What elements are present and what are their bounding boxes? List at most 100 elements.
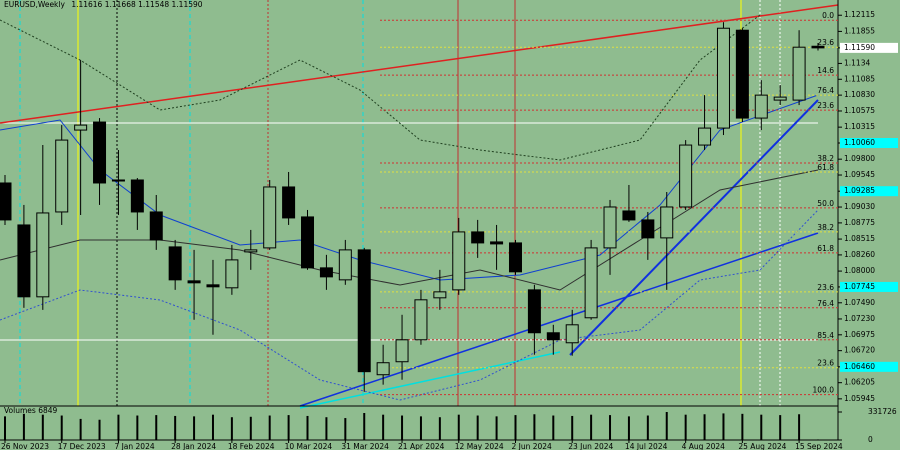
candle-body xyxy=(565,324,579,344)
candle-body xyxy=(584,247,598,319)
fib-label: 23.6 xyxy=(817,38,834,47)
fib-label: 14.6 xyxy=(817,66,834,75)
volume-label: Volumes xyxy=(4,406,36,415)
fib-label: 61.8 xyxy=(817,244,834,253)
x-tick-label: 21 Apr 2024 xyxy=(398,442,445,450)
candle-body xyxy=(735,29,749,119)
candle-body xyxy=(527,289,541,334)
candle-body xyxy=(490,241,504,245)
x-tick-label: 17 Dec 2023 xyxy=(58,442,106,450)
y-tick-label: 1.09030 xyxy=(844,202,875,211)
y-tick-label: 1.08260 xyxy=(844,250,875,259)
candle-body xyxy=(338,249,352,281)
trend-line xyxy=(299,232,819,407)
candle-body xyxy=(603,206,617,249)
x-tick-label: 23 Jun 2024 xyxy=(568,442,613,450)
candle-body xyxy=(187,280,201,284)
fib-label: 38.2 xyxy=(817,223,834,232)
trend-line xyxy=(299,351,561,409)
y-tick-label: 1.07745 xyxy=(844,282,875,291)
candle-body xyxy=(811,45,825,49)
candle-body xyxy=(773,96,787,101)
x-tick-label: 25 Aug 2024 xyxy=(738,442,786,450)
candle-body xyxy=(17,224,31,298)
y-tick-label: 1.11085 xyxy=(844,74,875,83)
candle-body xyxy=(754,94,768,119)
y-tick-label: 1.07230 xyxy=(844,314,875,323)
candle-body xyxy=(130,179,144,213)
y-tick-label: 1.06720 xyxy=(844,346,875,355)
candle-body xyxy=(206,284,220,288)
price-tag xyxy=(840,186,898,197)
x-tick-label: 28 Jan 2024 xyxy=(171,442,216,450)
y-tick-label: 1.09285 xyxy=(844,186,875,195)
x-tick-label: 26 Nov 2023 xyxy=(1,442,49,450)
chart-header: EURUSD,Weekly 1.11616 1.11668 1.11548 1.… xyxy=(4,0,203,9)
fib-label: 23.6 xyxy=(817,283,834,292)
volume-header: Volumes 6849 xyxy=(4,406,58,415)
trend-line xyxy=(569,99,819,356)
symbol: EURUSD,Weekly xyxy=(4,0,65,9)
fib-label: 50.0 xyxy=(817,199,834,208)
candle-body xyxy=(414,299,428,341)
candle-body xyxy=(74,124,88,131)
fib-label: 23.6 xyxy=(817,359,834,368)
indicator-line xyxy=(0,209,819,401)
x-tick-label: 7 Jan 2024 xyxy=(114,442,154,450)
candle-body xyxy=(622,210,636,221)
fib-label: 23.6 xyxy=(817,101,834,110)
y-tick-label: 1.07490 xyxy=(844,298,875,307)
y-tick-label: 1.08000 xyxy=(844,266,875,275)
y-tick-label: 1.05945 xyxy=(844,394,875,403)
y-tick-label: 1.10575 xyxy=(844,106,875,115)
fib-label: 85.4 xyxy=(817,331,834,340)
candle-body xyxy=(716,27,730,129)
y-tick-label: 1.06205 xyxy=(844,378,875,387)
candle-body xyxy=(376,362,390,376)
candle-body xyxy=(471,231,485,244)
y-tick-label: 1.09800 xyxy=(844,154,875,163)
volume-tick-label: 0 xyxy=(868,435,873,444)
candle-body xyxy=(641,219,655,239)
header-close: 1.11590 xyxy=(172,0,203,9)
volume-last: 6849 xyxy=(38,406,57,415)
header-high: 1.11668 xyxy=(105,0,136,9)
candle-body xyxy=(792,46,806,101)
candle-body xyxy=(508,242,522,273)
candle-body xyxy=(244,249,258,253)
x-tick-label: 18 Feb 2024 xyxy=(228,442,275,450)
candle-body xyxy=(679,144,693,208)
price-tag xyxy=(840,361,898,372)
y-tick-label: 1.1134 xyxy=(844,58,870,67)
candle-body xyxy=(660,206,674,239)
indicator-line xyxy=(0,14,761,161)
candle-body xyxy=(357,249,371,373)
y-tick-label: 1.11855 xyxy=(844,26,875,35)
y-tick-label: 1.06460 xyxy=(844,362,875,371)
price-tag xyxy=(840,138,898,149)
y-tick-label: 1.08775 xyxy=(844,218,875,227)
y-tick-label: 1.09545 xyxy=(844,170,875,179)
y-tick-label: 1.08515 xyxy=(844,234,875,243)
candle-body xyxy=(301,216,315,269)
fib-label: 76.4 xyxy=(817,86,834,95)
candle-body xyxy=(546,332,560,341)
fib-label: 0.0 xyxy=(822,11,834,20)
y-tick-label: 1.06975 xyxy=(844,330,875,339)
candle-body xyxy=(93,121,107,184)
y-tick-label: 1.12115 xyxy=(844,10,875,19)
x-tick-label: 4 Aug 2024 xyxy=(682,442,725,450)
candle-body xyxy=(395,339,409,363)
candle-body xyxy=(263,186,277,249)
y-tick-label: 1.11590 xyxy=(844,43,875,52)
x-tick-label: 15 Sep 2024 xyxy=(795,442,843,450)
header-low: 1.11548 xyxy=(138,0,169,9)
trend-line xyxy=(0,4,839,124)
volume-tick-label: 331726 xyxy=(868,407,897,416)
x-tick-label: 31 Mar 2024 xyxy=(341,442,389,450)
candle-body xyxy=(319,267,333,278)
candle-body xyxy=(55,139,69,213)
